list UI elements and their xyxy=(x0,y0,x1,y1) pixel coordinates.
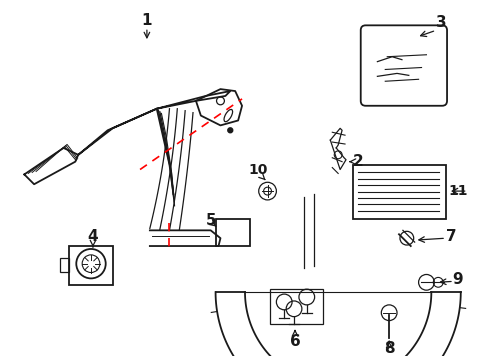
Bar xyxy=(60,258,69,271)
Text: 1: 1 xyxy=(142,13,152,28)
Text: 8: 8 xyxy=(383,341,394,356)
Bar xyxy=(269,289,323,324)
Text: 10: 10 xyxy=(247,162,267,176)
Text: 5: 5 xyxy=(205,213,216,228)
Text: 2: 2 xyxy=(352,154,363,169)
Text: 7: 7 xyxy=(445,229,455,244)
Bar xyxy=(69,246,112,285)
Bar xyxy=(352,165,445,219)
Bar xyxy=(215,219,249,246)
Text: 11: 11 xyxy=(447,184,467,198)
Text: 4: 4 xyxy=(87,229,98,244)
Text: 3: 3 xyxy=(435,15,446,30)
Text: 9: 9 xyxy=(451,272,462,287)
Text: 6: 6 xyxy=(289,334,300,349)
Circle shape xyxy=(227,128,232,133)
